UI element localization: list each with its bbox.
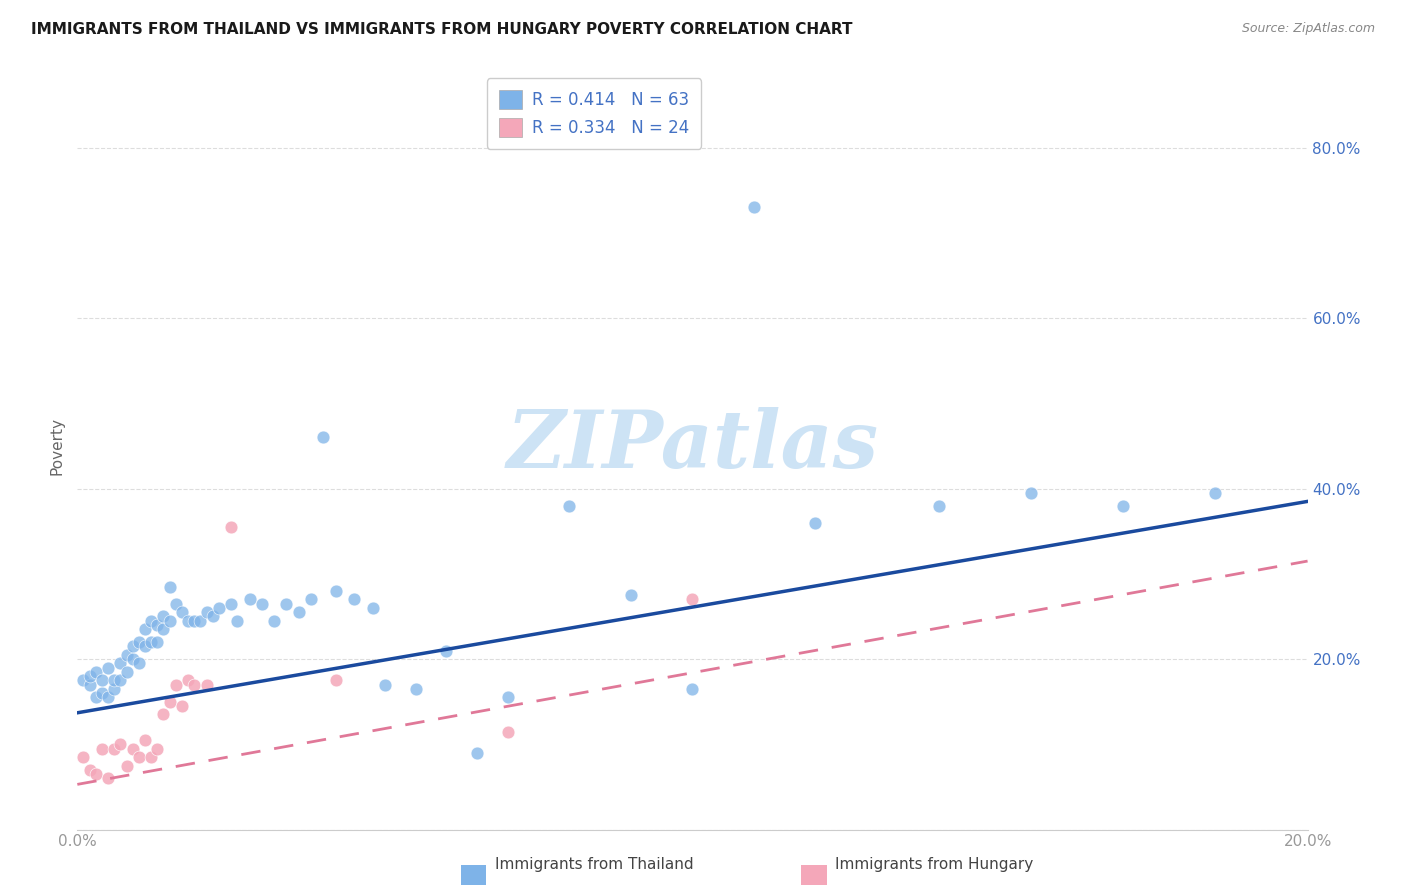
Point [79,678,101,692]
Point [343,592,366,607]
Point [97,690,120,705]
Legend: R = 0.414   N = 63, R = 0.334   N = 24: R = 0.414 N = 63, R = 0.334 N = 24 [486,78,702,149]
Point [195,605,218,619]
Point [374,678,396,692]
Point [79,763,101,777]
Text: IMMIGRANTS FROM THAILAND VS IMMIGRANTS FROM HUNGARY POVERTY CORRELATION CHART: IMMIGRANTS FROM THAILAND VS IMMIGRANTS F… [31,22,852,37]
Point [146,618,169,632]
Point [84,690,107,705]
Point [1204,486,1226,500]
Point [159,580,181,594]
Point [288,605,311,619]
Point [97,660,120,674]
Point [103,681,125,696]
Point [361,601,384,615]
Point [121,640,143,654]
Point [177,673,200,688]
Text: Immigrants from Thailand: Immigrants from Thailand [495,857,693,872]
Point [110,737,132,751]
Point [128,635,150,649]
Point [620,588,643,602]
Point [165,678,187,692]
Y-axis label: Poverty: Poverty [49,417,65,475]
Point [219,597,242,611]
Point [928,499,950,513]
Point [325,673,347,688]
Point [263,614,285,628]
Point [159,614,181,628]
Point [159,695,181,709]
Point [110,657,132,671]
Point [299,592,322,607]
Point [682,681,704,696]
Point [72,750,94,764]
Point [128,750,150,764]
Point [97,772,120,786]
Text: Source: ZipAtlas.com: Source: ZipAtlas.com [1241,22,1375,36]
Point [183,614,205,628]
Point [1019,486,1042,500]
Point [682,592,704,607]
Point [201,609,224,624]
Point [1112,499,1135,513]
Point [146,635,169,649]
Point [496,724,519,739]
Point [141,614,163,628]
Point [79,669,101,683]
Point [115,758,138,772]
Point [239,592,262,607]
Point [103,673,125,688]
Point [121,741,143,756]
Text: ZIPatlas: ZIPatlas [506,408,879,484]
Point [141,635,163,649]
Text: Immigrants from Hungary: Immigrants from Hungary [835,857,1033,872]
Point [558,499,581,513]
Point [84,665,107,679]
Point [276,597,298,611]
Point [219,520,242,534]
Point [72,673,94,688]
Point [226,614,249,628]
Point [152,609,174,624]
Point [465,746,488,760]
Point [170,698,193,713]
Point [496,690,519,705]
Point [134,640,156,654]
Point [208,601,231,615]
Point [121,652,143,666]
Point [134,622,156,636]
Point [170,605,193,619]
Point [115,665,138,679]
Point [177,614,200,628]
Point [183,678,205,692]
Point [128,657,150,671]
Point [141,750,163,764]
Point [134,733,156,747]
Point [115,648,138,662]
Point [804,516,827,530]
Point [325,583,347,598]
Point [250,597,273,611]
Point [110,673,132,688]
Point [195,678,218,692]
Point [146,741,169,756]
Point [90,686,114,700]
Point [405,681,427,696]
Point [90,673,114,688]
Point [436,643,458,657]
Point [84,767,107,781]
Point [103,741,125,756]
Point [152,707,174,722]
Point [742,200,765,214]
Point [312,430,335,444]
Point [165,597,187,611]
Point [152,622,174,636]
Point [188,614,212,628]
Point [90,741,114,756]
